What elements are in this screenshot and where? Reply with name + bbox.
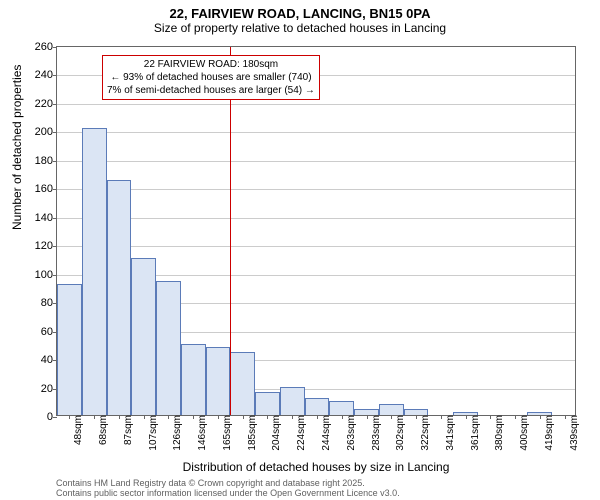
grid-line <box>57 218 575 219</box>
x-tick-label: 68sqm <box>98 415 109 445</box>
x-tick-label: 322sqm <box>420 415 431 451</box>
histogram-bar <box>255 392 280 415</box>
annotation-line-2: ← 93% of detached houses are smaller (74… <box>107 71 315 84</box>
attribution-footer: Contains HM Land Registry data © Crown c… <box>56 478 400 498</box>
y-tick-mark <box>53 417 57 418</box>
y-tick-label: 20 <box>41 383 53 395</box>
plot-area: 02040608010012014016018020022024026048sq… <box>56 46 576 416</box>
grid-line <box>57 189 575 190</box>
x-tick-label: 400sqm <box>519 415 530 451</box>
x-tick-mark <box>565 415 566 419</box>
x-tick-label: 341sqm <box>445 415 456 451</box>
y-tick-mark <box>53 47 57 48</box>
x-tick-mark <box>267 415 268 419</box>
histogram-bar <box>305 398 330 415</box>
histogram-bar <box>82 128 107 415</box>
x-tick-label: 302sqm <box>395 415 406 451</box>
y-tick-mark <box>53 218 57 219</box>
y-tick-label: 40 <box>41 354 53 366</box>
y-tick-label: 140 <box>35 212 53 224</box>
x-tick-label: 380sqm <box>494 415 505 451</box>
y-tick-label: 260 <box>35 41 53 53</box>
x-tick-mark <box>218 415 219 419</box>
x-tick-label: 263sqm <box>346 415 357 451</box>
x-tick-label: 126sqm <box>172 415 183 451</box>
chart-title: 22, FAIRVIEW ROAD, LANCING, BN15 0PA <box>0 0 600 21</box>
y-tick-label: 60 <box>41 326 53 338</box>
histogram-bar <box>379 404 404 415</box>
histogram-bar <box>107 180 132 415</box>
x-tick-mark <box>168 415 169 419</box>
x-tick-label: 146sqm <box>197 415 208 451</box>
x-tick-mark <box>292 415 293 419</box>
x-tick-mark <box>243 415 244 419</box>
chart-subtitle: Size of property relative to detached ho… <box>0 21 600 39</box>
footer-line-1: Contains HM Land Registry data © Crown c… <box>56 478 400 488</box>
x-tick-label: 419sqm <box>544 415 555 451</box>
x-tick-label: 107sqm <box>148 415 159 451</box>
x-tick-mark <box>119 415 120 419</box>
y-tick-label: 180 <box>35 155 53 167</box>
y-tick-label: 220 <box>35 98 53 110</box>
histogram-bar <box>181 344 206 415</box>
annotation-line-3: 7% of semi-detached houses are larger (5… <box>107 84 315 97</box>
y-tick-label: 200 <box>35 126 53 138</box>
y-tick-label: 80 <box>41 297 53 309</box>
y-tick-mark <box>53 275 57 276</box>
x-tick-label: 224sqm <box>296 415 307 451</box>
histogram-bar <box>131 258 156 415</box>
x-tick-mark <box>342 415 343 419</box>
x-tick-mark <box>490 415 491 419</box>
x-tick-mark <box>416 415 417 419</box>
x-tick-mark <box>317 415 318 419</box>
x-tick-mark <box>367 415 368 419</box>
x-tick-mark <box>515 415 516 419</box>
grid-line <box>57 132 575 133</box>
x-tick-label: 87sqm <box>123 415 134 445</box>
y-tick-mark <box>53 161 57 162</box>
y-tick-label: 120 <box>35 240 53 252</box>
y-tick-mark <box>53 246 57 247</box>
x-tick-mark <box>391 415 392 419</box>
y-tick-mark <box>53 104 57 105</box>
x-tick-mark <box>69 415 70 419</box>
histogram-bar <box>156 281 181 415</box>
y-tick-mark <box>53 132 57 133</box>
x-tick-label: 439sqm <box>569 415 580 451</box>
chart-container: 22, FAIRVIEW ROAD, LANCING, BN15 0PA Siz… <box>0 0 600 500</box>
x-tick-mark <box>144 415 145 419</box>
annotation-box: 22 FAIRVIEW ROAD: 180sqm← 93% of detache… <box>102 55 320 100</box>
x-tick-label: 283sqm <box>371 415 382 451</box>
grid-line <box>57 104 575 105</box>
x-tick-mark <box>193 415 194 419</box>
grid-line <box>57 161 575 162</box>
y-tick-label: 240 <box>35 69 53 81</box>
x-tick-label: 204sqm <box>271 415 282 451</box>
x-tick-label: 185sqm <box>247 415 258 451</box>
y-axis-title: Number of detached properties <box>10 65 24 230</box>
y-tick-mark <box>53 75 57 76</box>
x-tick-mark <box>94 415 95 419</box>
x-axis-title: Distribution of detached houses by size … <box>56 460 576 474</box>
y-tick-label: 100 <box>35 269 53 281</box>
x-tick-mark <box>441 415 442 419</box>
footer-line-2: Contains public sector information licen… <box>56 488 400 498</box>
histogram-bar <box>230 352 255 415</box>
x-tick-mark <box>466 415 467 419</box>
y-tick-mark <box>53 189 57 190</box>
y-tick-label: 160 <box>35 183 53 195</box>
reference-line <box>230 47 231 415</box>
histogram-bar <box>206 347 231 415</box>
x-tick-mark <box>540 415 541 419</box>
x-tick-label: 48sqm <box>73 415 84 445</box>
x-tick-label: 165sqm <box>222 415 233 451</box>
histogram-bar <box>280 387 305 415</box>
annotation-line-1: 22 FAIRVIEW ROAD: 180sqm <box>107 58 315 71</box>
histogram-bar <box>57 284 82 415</box>
x-tick-label: 361sqm <box>470 415 481 451</box>
grid-line <box>57 246 575 247</box>
x-tick-label: 244sqm <box>321 415 332 451</box>
histogram-bar <box>329 401 354 415</box>
